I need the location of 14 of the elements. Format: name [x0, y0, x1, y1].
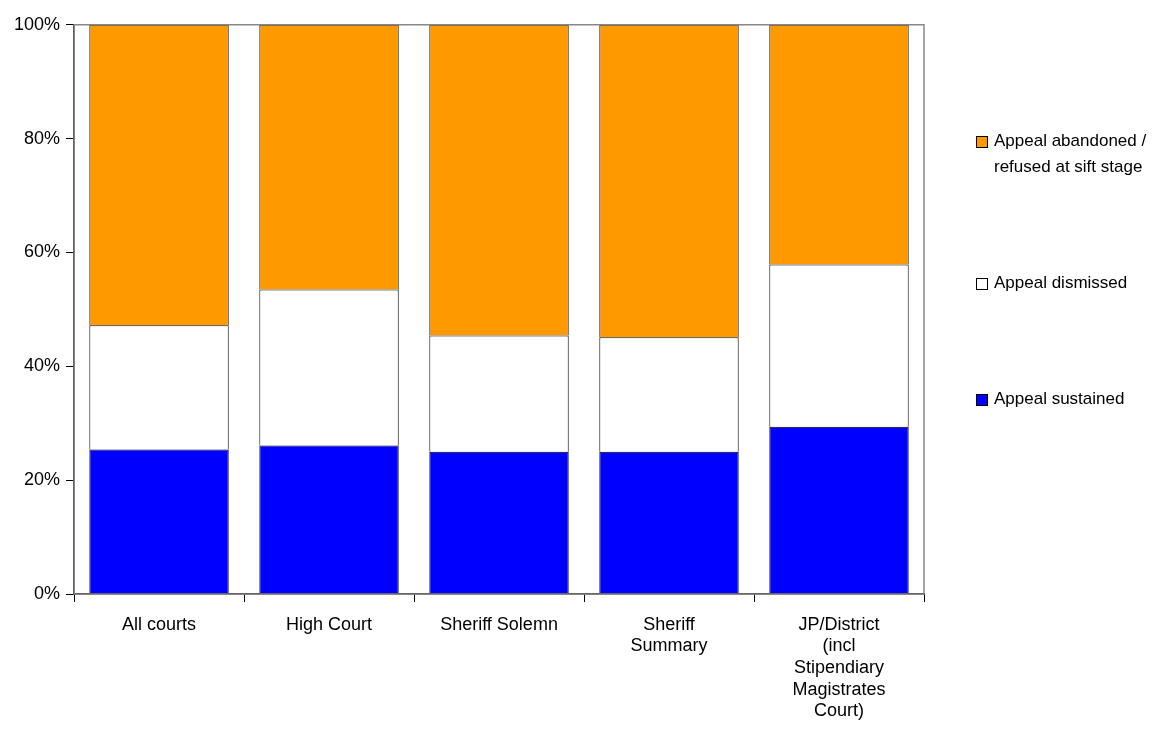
- text: Appeal abandoned / refused at sift stage: [994, 130, 1148, 178]
- legend-label: Appeal sustained: [994, 388, 1125, 410]
- x-tick-label: JP/District (incl Stipendiary Magistrates Court): [792, 613, 886, 721]
- legend-label: Appeal dismissed: [994, 272, 1128, 294]
- y-tick-label: 20%: [24, 469, 61, 490]
- x-tick-label: All courts: [122, 613, 197, 634]
- x-tick-label: High Court: [286, 613, 373, 634]
- y-tick-label: 40%: [24, 355, 61, 376]
- y-tick-label: 0%: [34, 582, 61, 603]
- y-tick-label: 100%: [13, 13, 61, 34]
- x-tick-label: Sheriff Summary: [630, 613, 708, 656]
- x-tick-label: Sheriff Solemn: [440, 613, 558, 634]
- y-tick-label: 60%: [24, 241, 61, 262]
- y-tick-label: 80%: [24, 127, 61, 148]
